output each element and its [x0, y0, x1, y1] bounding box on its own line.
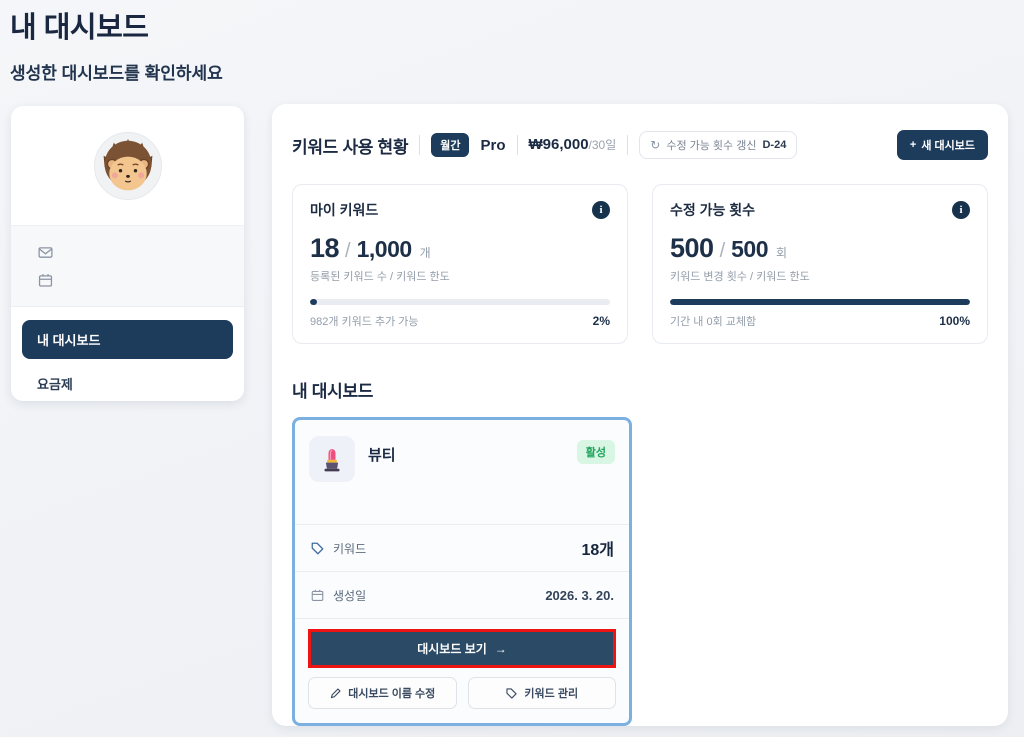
usage-title: 키워드 사용 현황 [292, 137, 409, 157]
stat-current-value: 18 [310, 233, 340, 263]
lipstick-icon [324, 448, 340, 472]
highlight-annotation-red-box: 대시보드 보기 → [308, 629, 616, 668]
stat-value-line: 18 / 1,000 개 [310, 233, 610, 264]
plus-icon: + [909, 139, 917, 151]
renewal-countdown-pill: ↻ 수정 가능 횟수 갱신 D-24 [639, 131, 798, 159]
dashboard-card-actions: 대시보드 보기 → 대시보드 이름 수정 [295, 618, 629, 723]
row-label: 키워드 [310, 540, 366, 557]
divider [627, 135, 629, 155]
sidebar-item-my-dashboard[interactable]: 내 대시보드 [22, 320, 233, 359]
contact-date-row [37, 266, 244, 294]
page-subtitle: 생성한 대시보드를 확인하세요 [10, 64, 223, 83]
page-header: 내 대시보드 생성한 대시보드를 확인하세요 [0, 0, 1024, 84]
new-dashboard-button[interactable]: + 새 대시보드 [896, 130, 988, 160]
stat-value-line: 500 / 500 회 [670, 233, 970, 264]
row-label: 생성일 [310, 587, 366, 604]
edit-progress-bar [670, 299, 970, 305]
price-amount: ₩96,000 [528, 136, 589, 153]
contact-email-row [37, 238, 244, 266]
edit-name-label: 대시보드 이름 수정 [348, 688, 436, 700]
stat-slash: / [345, 240, 351, 262]
dashboard-card-header: 뷰티 활성 [295, 420, 629, 524]
my-dashboards-section-title: 내 대시보드 [292, 382, 374, 401]
calendar-icon [310, 588, 325, 603]
contact-section [11, 226, 244, 307]
keyword-manage-button[interactable]: 키워드 관리 [467, 677, 616, 709]
edit-count-card: 수정 가능 횟수 i 500 / 500 회 키워드 변경 횟수 / 키워드 한… [652, 184, 988, 344]
keyword-progress-bar [310, 299, 610, 305]
stat-description: 등록된 키워드 수 / 키워드 한도 [310, 271, 450, 283]
keyword-progress-fill [310, 299, 317, 305]
status-badge: 활성 [576, 440, 615, 464]
plan-cycle-badge: 월간 [431, 133, 470, 157]
stat-card-title: 수정 가능 횟수 [670, 202, 756, 218]
divider [516, 135, 518, 155]
stat-current-value: 500 [670, 233, 714, 263]
stat-footer-percent: 2% [592, 314, 610, 328]
edit-dashboard-name-button[interactable]: 대시보드 이름 수정 [308, 677, 457, 709]
info-icon[interactable]: i [592, 201, 610, 219]
stat-card-title: 마이 키워드 [310, 202, 379, 218]
price-period: /30일 [588, 138, 617, 152]
stat-card-head: 마이 키워드 i [310, 200, 610, 220]
mail-icon [37, 244, 54, 261]
new-dashboard-label: 새 대시보드 [921, 140, 975, 152]
created-date-row: 생성일 2026. 3. 20. [295, 571, 629, 618]
dashboard-icon-box [309, 436, 355, 482]
sidebar-nav: 내 대시보드 요금제 [11, 307, 244, 393]
profile-sidebar: 내 대시보드 요금제 [11, 106, 244, 401]
stat-slash: / [719, 240, 726, 262]
stat-footer-left: 982개 키워드 추가 가능 [310, 316, 419, 328]
stat-max-value: 1,000 [356, 236, 413, 262]
stat-footer: 기간 내 0회 교체함 100% [670, 313, 970, 329]
dashboard-name: 뷰티 [368, 447, 396, 464]
page-title: 내 대시보드 [10, 12, 149, 44]
view-dashboard-button[interactable]: 대시보드 보기 → [311, 632, 613, 665]
hedgehog-avatar-image [103, 138, 152, 190]
keyword-count-row: 키워드 18개 [295, 524, 629, 571]
tag-icon [310, 541, 325, 556]
renewal-label: 수정 가능 횟수 갱신 [666, 140, 757, 152]
calendar-icon [37, 272, 54, 289]
arrow-right-icon: → [494, 641, 507, 656]
main-panel: 키워드 사용 현황 월간 Pro ₩96,000/30일 ↻ 수정 가능 횟수 … [272, 104, 1008, 726]
sidebar-item-label: 요금제 [37, 377, 73, 392]
usage-stat-cards: 마이 키워드 i 18 / 1,000 개 등록된 키워드 수 / 키워드 한도… [292, 184, 988, 344]
stat-unit: 개 [419, 246, 431, 260]
created-date-value: 2026. 3. 20. [545, 587, 614, 603]
row-label-text: 키워드 [333, 541, 367, 556]
keyword-usage-header: 키워드 사용 현황 월간 Pro ₩96,000/30일 ↻ 수정 가능 횟수 … [292, 104, 988, 160]
divider [419, 135, 421, 155]
stat-card-head: 수정 가능 횟수 i [670, 200, 970, 220]
view-dashboard-label: 대시보드 보기 [417, 642, 487, 656]
renewal-dday: D-24 [762, 139, 787, 151]
plan-name: Pro [480, 136, 506, 154]
refresh-icon: ↻ [650, 138, 661, 152]
stat-footer-left: 기간 내 0회 교체함 [670, 316, 757, 328]
sidebar-item-label: 내 대시보드 [37, 333, 101, 348]
tag-icon [505, 687, 518, 700]
dashboard-card-beauty: 뷰티 활성 키워드 18개 [292, 417, 632, 726]
keyword-count-value: 18개 [581, 542, 614, 559]
stat-max-value: 500 [731, 236, 768, 262]
pencil-icon [329, 687, 342, 700]
edit-progress-fill [670, 299, 970, 305]
stat-footer-percent: 100% [939, 314, 970, 328]
stat-description: 키워드 변경 횟수 / 키워드 한도 [670, 271, 810, 283]
avatar-section [11, 106, 244, 226]
plan-price: ₩96,000/30일 [529, 136, 617, 154]
avatar [93, 131, 162, 200]
row-label-text: 생성일 [333, 588, 367, 603]
keyword-manage-label: 키워드 관리 [524, 688, 579, 700]
sidebar-item-pricing[interactable]: 요금제 [22, 359, 233, 393]
stat-unit: 회 [776, 246, 788, 260]
stat-footer: 982개 키워드 추가 가능 2% [310, 313, 610, 329]
my-keywords-card: 마이 키워드 i 18 / 1,000 개 등록된 키워드 수 / 키워드 한도… [292, 184, 628, 344]
info-icon[interactable]: i [952, 201, 970, 219]
dashboard-sub-buttons: 대시보드 이름 수정 키워드 관리 [308, 677, 616, 709]
